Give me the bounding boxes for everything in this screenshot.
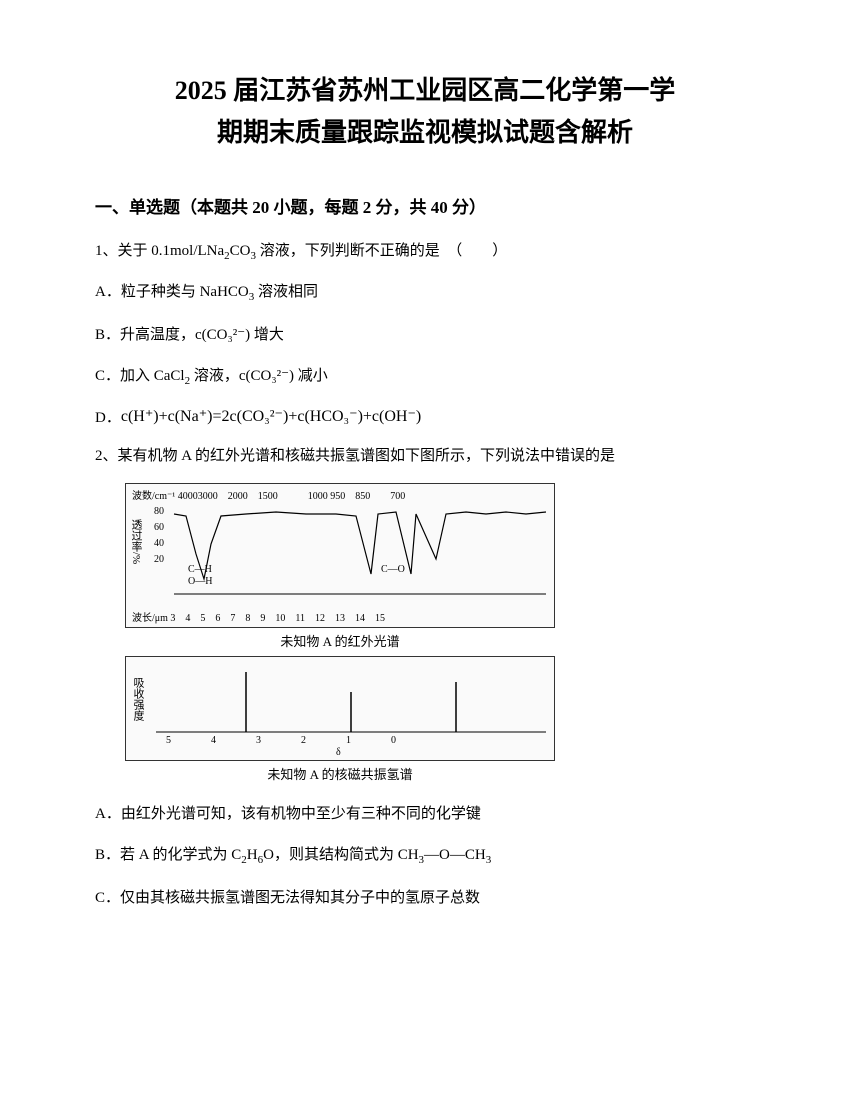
title-line1: 2025 届江苏省苏州工业园区高二化学第一学	[95, 70, 755, 112]
section-header: 一、单选题（本题共 20 小题，每题 2 分，共 40 分）	[95, 193, 755, 218]
q2-stem: 2、某有机物 A 的红外光谱和核磁共振氢谱图如下图所示，下列说法中错误的是	[95, 441, 755, 471]
ir-peak-oh: O—H	[188, 576, 212, 587]
ir-peak-co: C—O	[381, 564, 405, 575]
q1-option-c: C．加入 CaCl2 溶液，c(CO₃²⁻) 减小	[95, 363, 755, 392]
ir-bot-axis: 波长/μm 3 4 5 6 7 8 9 10 11 12 13 14 15	[132, 609, 552, 624]
title-line2: 期期末质量跟踪监视模拟试题含解析	[95, 112, 755, 154]
q1-option-a: A．粒子种类与 NaHCO3 溶液相同	[95, 279, 755, 308]
nmr-caption: 未知物 A 的核磁共振氢谱	[125, 764, 555, 783]
ir-peak-ch: C—H	[188, 564, 212, 575]
q2-option-b: B．若 A 的化学式为 C2H6O，则其结构简式为 CH3—O—CH3	[95, 842, 755, 871]
document-title: 2025 届江苏省苏州工业园区高二化学第一学 期期末质量跟踪监视模拟试题含解析	[95, 70, 755, 153]
nmr-curve	[126, 657, 556, 762]
ir-curve	[126, 484, 556, 629]
q2-option-a: A．由红外光谱可知，该有机物中至少有三种不同的化学键	[95, 801, 755, 828]
ir-caption: 未知物 A 的红外光谱	[125, 631, 555, 650]
ir-spectrum: 波数/cm⁻¹ 40003000 2000 1500 1000 950 850 …	[125, 483, 555, 628]
q1-option-d: D． c(H⁺)+c(Na⁺)=2c(CO₃²⁻)+c(HCO₃⁻)+c(OH⁻…	[95, 406, 755, 427]
q1-stem: 1、关于 0.1mol/LNa2CO3 溶液，下列判断不正确的是 （ ）	[95, 236, 755, 267]
spectrum-figure: 波数/cm⁻¹ 40003000 2000 1500 1000 950 850 …	[125, 483, 555, 783]
nmr-spectrum: 吸收强度 5 4 3 2 1 0 δ	[125, 656, 555, 761]
nmr-delta: δ	[336, 747, 341, 758]
q2-option-c: C．仅由其核磁共振氢谱图无法得知其分子中的氢原子总数	[95, 885, 755, 912]
q1-option-b: B．升高温度，c(CO₃²⁻) 增大	[95, 322, 755, 349]
nmr-x-axis: 5 4 3 2 1 0	[166, 731, 546, 746]
